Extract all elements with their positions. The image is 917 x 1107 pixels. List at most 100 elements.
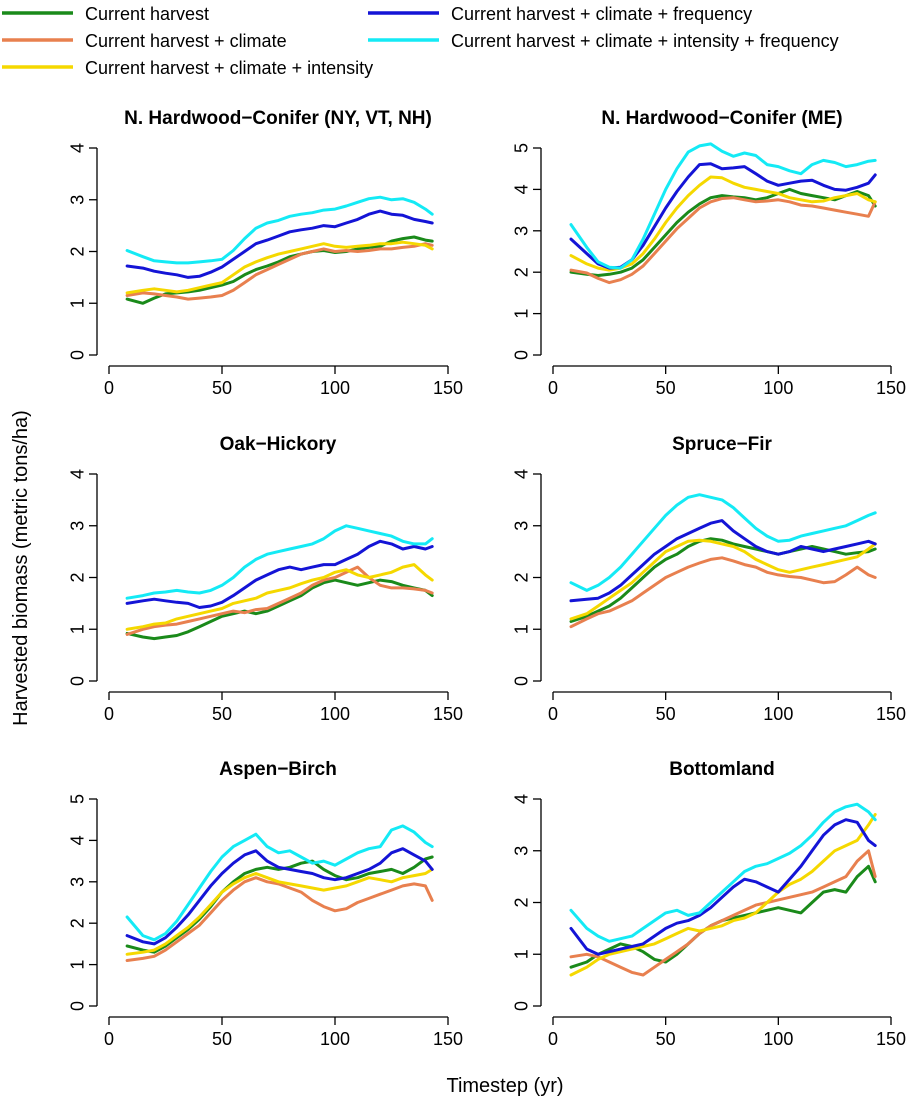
x-tick-label: 50 — [212, 704, 232, 724]
panel-title: N. Hardwood−Conifer (NY, VT, NH) — [124, 108, 432, 129]
panel-bottomland: Bottomland 0 1 2 3 4 0 50 100 150 — [511, 759, 906, 1049]
y-tick-label: 1 — [67, 298, 87, 308]
y-tick-label: 3 — [67, 877, 87, 887]
y-tick-label: 4 — [511, 469, 531, 479]
series-line-3 — [125, 563, 434, 631]
series-line-2 — [125, 565, 434, 636]
series-line-3 — [125, 240, 434, 295]
legend: Current harvest Current harvest + climate… — [2, 4, 839, 78]
series-line-4 — [125, 847, 434, 946]
y-tick-label: 2 — [511, 267, 531, 277]
x-tick-label: 50 — [656, 378, 676, 398]
x-tick-label: 0 — [104, 1029, 114, 1049]
series-line-3 — [125, 867, 434, 956]
legend-label-5: Current harvest + climate + intensity + … — [451, 31, 839, 51]
series-line-2 — [569, 556, 877, 629]
y-axis-title: Harvested biomass (metric tons/ha) — [10, 410, 32, 726]
panel-title: Oak−Hickory — [220, 434, 337, 455]
x-tick-label: 150 — [876, 1029, 906, 1049]
y-tick-label: 3 — [67, 521, 87, 531]
y-tick-label: 1 — [67, 624, 87, 634]
x-tick-label: 0 — [104, 704, 114, 724]
y-tick-label: 4 — [67, 835, 87, 845]
x-tick-label: 150 — [433, 704, 463, 724]
y-tick-label: 4 — [511, 184, 531, 194]
y-tick-label: 1 — [511, 309, 531, 319]
x-tick-label: 100 — [320, 1029, 350, 1049]
x-tick-label: 0 — [548, 378, 558, 398]
panel-title: Bottomland — [669, 759, 775, 780]
x-tick-label: 150 — [433, 1029, 463, 1049]
series-line-4 — [125, 539, 434, 609]
legend-label-3: Current harvest + climate + intensity — [85, 58, 373, 78]
series-line-5 — [125, 524, 434, 600]
series-line-5 — [569, 802, 877, 943]
x-tick-label: 100 — [763, 378, 793, 398]
y-tick-label: 1 — [67, 960, 87, 970]
series-line-2 — [569, 196, 877, 285]
x-tick-label: 100 — [763, 704, 793, 724]
y-tick-label: 0 — [511, 1001, 531, 1011]
legend-label-2: Current harvest + climate — [85, 31, 287, 51]
y-tick-label: 0 — [511, 676, 531, 686]
x-tick-label: 50 — [656, 1029, 676, 1049]
series-line-2 — [125, 242, 434, 301]
series-line-5 — [569, 493, 877, 592]
y-tick-label: 0 — [67, 1001, 87, 1011]
legend-label-4: Current harvest + climate + frequency — [451, 4, 752, 24]
series-line-1 — [125, 235, 434, 305]
y-tick-label: 2 — [511, 572, 531, 582]
panel-n-hardwood-conifer-ny-vt-nh: N. Hardwood−Conifer (NY, VT, NH) 0 1 2 3 4 0 50… — [67, 108, 463, 398]
panel-title: N. Hardwood−Conifer (ME) — [601, 108, 842, 129]
y-tick-label: 1 — [511, 624, 531, 634]
y-tick-label: 2 — [67, 246, 87, 256]
y-tick-label: 5 — [67, 794, 87, 804]
series-line-1 — [569, 187, 877, 277]
panel-spruce-fir: Spruce−Fir 0 1 2 3 4 0 50 100 150 — [511, 434, 906, 724]
y-tick-label: 4 — [511, 794, 531, 804]
series-line-3 — [569, 813, 877, 977]
series-line-5 — [125, 195, 434, 265]
series-line-5 — [125, 824, 434, 942]
y-tick-label: 2 — [67, 572, 87, 582]
x-axis-title: Timestep (yr) — [446, 1075, 563, 1097]
y-tick-label: 0 — [67, 350, 87, 360]
x-tick-label: 0 — [548, 1029, 558, 1049]
series-line-1 — [125, 578, 434, 641]
y-tick-label: 3 — [511, 521, 531, 531]
series-line-4 — [125, 209, 434, 279]
y-tick-label: 3 — [511, 226, 531, 236]
y-tick-label: 1 — [511, 949, 531, 959]
panel-title: Spruce−Fir — [672, 434, 772, 455]
series-line-3 — [569, 538, 877, 621]
x-tick-label: 50 — [212, 1029, 232, 1049]
series-line-4 — [569, 818, 877, 956]
x-tick-label: 50 — [212, 378, 232, 398]
series-line-4 — [569, 519, 877, 603]
y-tick-label: 0 — [67, 676, 87, 686]
y-tick-label: 4 — [67, 143, 87, 153]
panel-oak-hickory: Oak−Hickory 0 1 2 3 4 0 50 100 150 — [67, 434, 463, 724]
y-tick-label: 5 — [511, 143, 531, 153]
y-tick-label: 2 — [511, 897, 531, 907]
x-tick-label: 150 — [876, 378, 906, 398]
x-tick-label: 0 — [548, 704, 558, 724]
x-tick-label: 100 — [320, 704, 350, 724]
x-tick-label: 150 — [433, 378, 463, 398]
x-tick-label: 100 — [320, 378, 350, 398]
legend-label-1: Current harvest — [85, 4, 209, 24]
y-tick-label: 4 — [67, 469, 87, 479]
x-tick-label: 50 — [656, 704, 676, 724]
y-tick-label: 3 — [67, 195, 87, 205]
x-tick-label: 100 — [763, 1029, 793, 1049]
y-tick-label: 3 — [511, 846, 531, 856]
y-tick-label: 2 — [67, 918, 87, 928]
x-tick-label: 150 — [876, 704, 906, 724]
series-line-5 — [569, 142, 877, 270]
y-tick-label: 0 — [511, 350, 531, 360]
series-line-2 — [125, 876, 434, 962]
